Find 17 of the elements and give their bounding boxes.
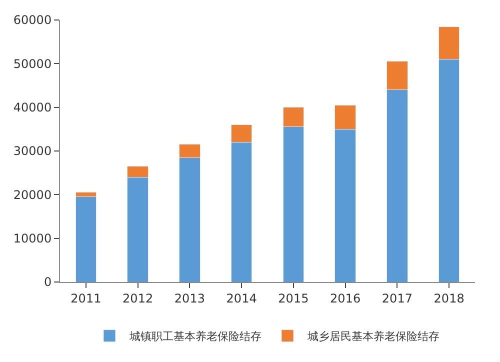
x-tick-label: 2012: [122, 291, 154, 306]
x-tick-label: 2014: [226, 291, 257, 306]
y-tick-label: 60000: [13, 13, 52, 28]
legend-label: 城镇职工基本养老保险结存: [128, 330, 262, 344]
x-tick-label: 2015: [278, 291, 309, 306]
y-tick-label: 0: [44, 275, 52, 290]
x-tick-label: 2018: [434, 291, 464, 306]
x-tick-label: 2011: [70, 291, 102, 306]
legend-label: 城乡居民基本养老保险结存: [306, 330, 440, 344]
x-tick-label: 2017: [382, 291, 412, 306]
y-tick-label: 10000: [13, 232, 52, 246]
y-tick-label: 40000: [13, 100, 52, 115]
x-tick-label: 2016: [330, 291, 361, 306]
y-tick-label: 30000: [13, 144, 52, 158]
y-tick-label: 50000: [13, 56, 52, 71]
x-tick-label: 2013: [174, 291, 205, 306]
y-tick-label: 20000: [13, 188, 52, 202]
